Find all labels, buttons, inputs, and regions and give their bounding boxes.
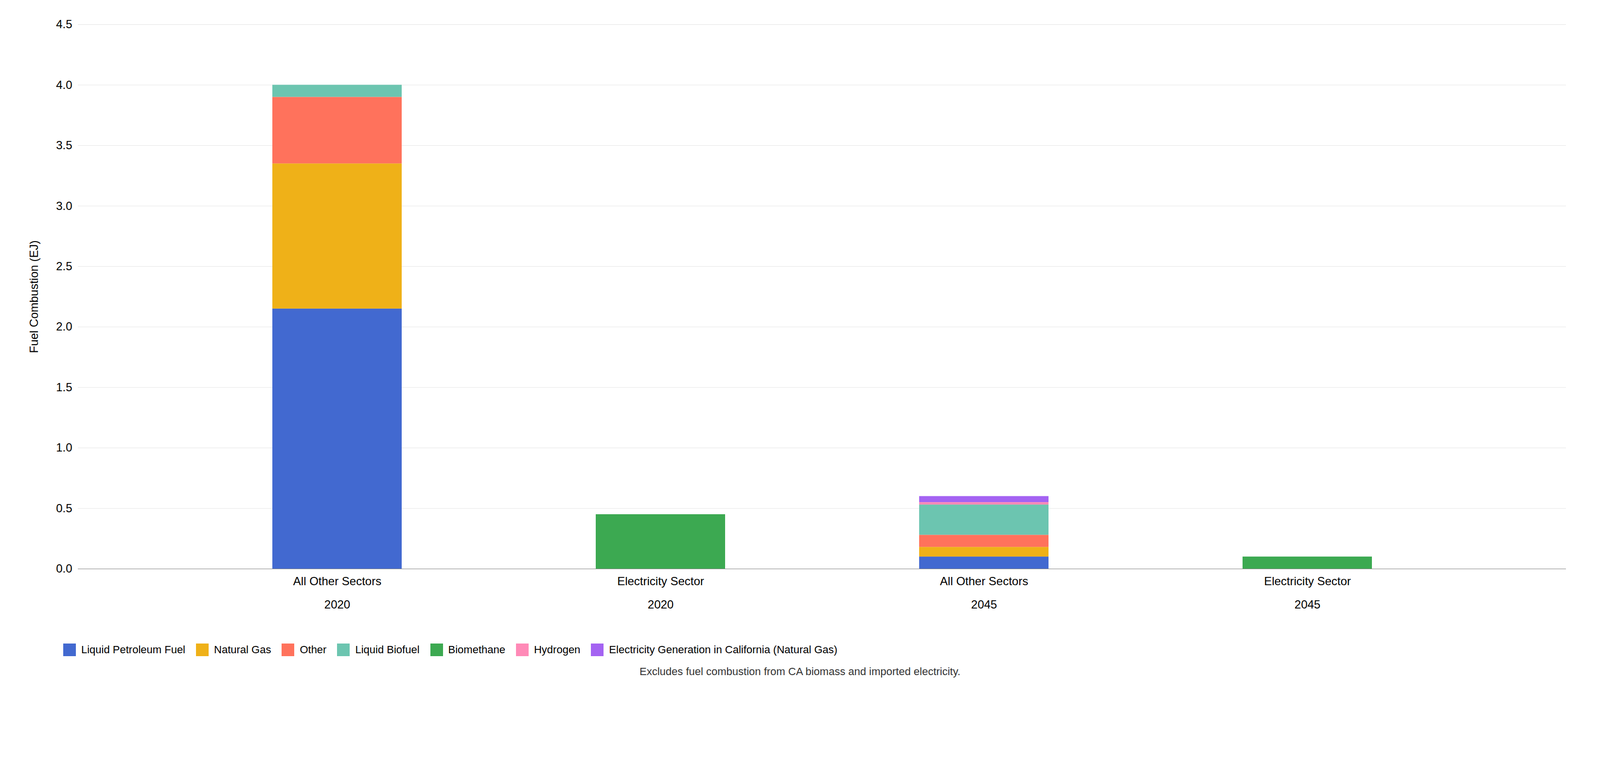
svg-text:3.5: 3.5 xyxy=(55,138,72,152)
html-text:Other: Other xyxy=(299,643,327,656)
svg-text:All Other Sectors2020: All Other Sectors2020 xyxy=(293,574,382,612)
svg-text:3.0: 3.0 xyxy=(55,199,72,213)
svg-text:1.0: 1.0 xyxy=(55,441,72,455)
html-text:Biomethane: Biomethane xyxy=(448,643,506,656)
svg-text:1.5: 1.5 xyxy=(55,380,72,394)
svg-text:4.0: 4.0 xyxy=(55,78,72,92)
svg-text:2.0: 2.0 xyxy=(55,320,72,334)
svg-text:Electricity Sector2020: Electricity Sector2020 xyxy=(617,574,705,612)
html-text:Excludes fuel combustion from: Excludes fuel combustion from CA biomass… xyxy=(639,665,961,678)
html-text:Natural Gas: Natural Gas xyxy=(213,643,272,656)
svg-text:4.5: 4.5 xyxy=(55,17,72,31)
html-text:Liquid Petroleum Fuel: Liquid Petroleum Fuel xyxy=(81,643,186,656)
html-text:Electricity Generation in Cali: Electricity Generation in California (Na… xyxy=(609,643,838,656)
svg-text:0.0: 0.0 xyxy=(55,562,72,576)
svg-text:Fuel Combustion (EJ): Fuel Combustion (EJ) xyxy=(27,240,41,354)
svg-text:Electricity Sector2045: Electricity Sector2045 xyxy=(1263,574,1352,612)
svg-text:0.5: 0.5 xyxy=(55,501,72,516)
html-text:Liquid Biofuel: Liquid Biofuel xyxy=(355,643,420,656)
html-text:Hydrogen: Hydrogen xyxy=(533,643,581,656)
svg-text:2.5: 2.5 xyxy=(55,259,72,273)
svg-text:All Other Sectors2045: All Other Sectors2045 xyxy=(940,574,1029,612)
